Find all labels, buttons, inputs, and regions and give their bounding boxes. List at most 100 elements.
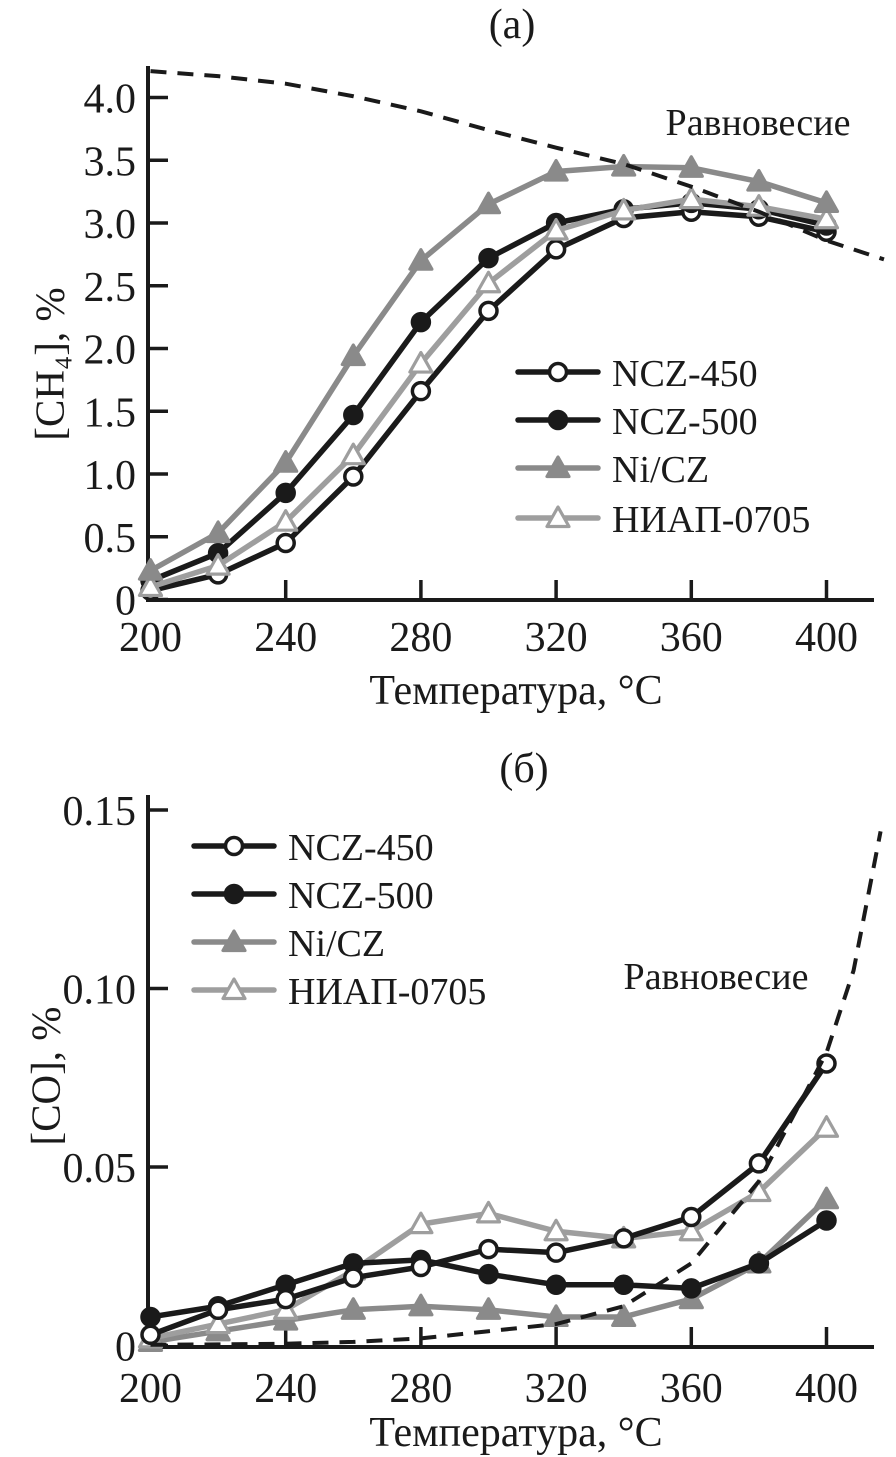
series-ncz-450-marker-b bbox=[207, 1299, 229, 1321]
series-ncz-500-marker-a bbox=[410, 311, 432, 333]
legend-marker-ncz-450-a bbox=[547, 361, 569, 383]
legend-item-ncz-450-a: NCZ-450 bbox=[515, 353, 758, 395]
series-niap-0705-a bbox=[137, 186, 840, 598]
series-ni-cz-marker-b bbox=[475, 1297, 502, 1320]
legend-label-ni-cz-a: Ni/CZ bbox=[612, 449, 709, 491]
legend-marker-ni-cz-a bbox=[545, 455, 571, 479]
series-ncz-500-marker-a bbox=[343, 404, 364, 426]
series-ncz-450-marker-b bbox=[410, 1256, 432, 1278]
legend-marker-ncz-500-a bbox=[547, 409, 569, 431]
series-niap-0705-marker-a bbox=[340, 442, 366, 466]
series-ncz-500-marker-b bbox=[545, 1274, 567, 1296]
legend-b: NCZ-450 NCZ-500 Ni/CZ НИАП-0705 bbox=[191, 827, 486, 1013]
series-ncz-500-marker-b bbox=[681, 1278, 702, 1299]
y-tick-label-a: 0.5 bbox=[84, 516, 137, 562]
panel-b-title: (б) bbox=[499, 746, 549, 792]
series-ni-cz-marker-a bbox=[746, 168, 772, 192]
series-ncz-500-marker-b bbox=[613, 1274, 634, 1296]
legend-a: NCZ-450 NCZ-500 Ni/CZ НИАП-0705 bbox=[515, 353, 810, 541]
series-ni-cz-marker-a bbox=[408, 248, 434, 271]
panel-a: 0 0.5 1.0 1.5 2.0 2.5 3.0 3.5 4.0 200 240 280 320 360… bbox=[84, 66, 885, 662]
series-niap-0705-marker-a bbox=[611, 197, 637, 221]
series-ni-cz-marker-a bbox=[137, 558, 164, 581]
series-ni-cz-marker-b bbox=[340, 1297, 366, 1320]
y-tick-label-a: 1.5 bbox=[84, 390, 137, 436]
series-ncz-500-marker-b bbox=[816, 1210, 837, 1231]
legend-item-ni-cz-b: Ni/CZ bbox=[191, 923, 385, 965]
ticks-b: 0 0.05 0.10 0.15 200 240 280 320 360 400 bbox=[63, 789, 859, 1412]
series-ncz-450-marker-b bbox=[681, 1206, 702, 1228]
series-niap-0705-marker-a bbox=[137, 574, 164, 598]
x-tick-label-a: 320 bbox=[525, 615, 588, 661]
series-ni-cz-marker-a bbox=[205, 520, 231, 544]
series-ni-cz-marker-a bbox=[813, 190, 840, 214]
x-tick-label-b: 400 bbox=[795, 1366, 858, 1412]
legend-label-ncz-500-a: NCZ-500 bbox=[612, 401, 758, 443]
panel-a-x-axis-label: Температура, °C bbox=[369, 668, 663, 714]
legend-item-ncz-450-b: NCZ-450 bbox=[191, 827, 434, 869]
x-tick-label-b: 360 bbox=[660, 1366, 723, 1412]
series-niap-0705-marker-b bbox=[475, 1200, 502, 1224]
equilibrium-curve-b bbox=[150, 831, 883, 1347]
series-ncz-450-marker-a bbox=[275, 532, 296, 554]
series-ncz-500-marker-a bbox=[478, 247, 499, 269]
y-tick-label-a: 2.0 bbox=[84, 328, 137, 374]
series-ncz-450-marker-a bbox=[343, 466, 364, 487]
y-tick-label-a: 3.5 bbox=[84, 139, 137, 185]
x-tick-label-a: 240 bbox=[254, 615, 317, 661]
series-ncz-500-marker-b bbox=[140, 1306, 161, 1328]
panel-a-y-axis-label: [CH₄], % bbox=[26, 287, 73, 441]
series-niap-0705-marker-b bbox=[408, 1211, 434, 1235]
x-tick-label-a: 200 bbox=[119, 615, 182, 661]
series-ncz-500-marker-a bbox=[275, 482, 296, 504]
x-tick-label-b: 200 bbox=[119, 1366, 182, 1412]
series-ni-cz-marker-b bbox=[813, 1186, 840, 1210]
series-niap-0705-marker-a bbox=[678, 186, 704, 210]
legend-marker-niap-0705-b bbox=[221, 977, 247, 1001]
series-ncz-500-marker-b bbox=[748, 1253, 770, 1274]
series-ni-cz-marker-a bbox=[543, 158, 569, 182]
series-ni-cz-marker-b bbox=[408, 1293, 434, 1317]
x-tick-label-a: 400 bbox=[795, 615, 858, 661]
legend-item-niap-0705-a: НИАП-0705 bbox=[515, 499, 810, 541]
legend-label-ncz-450-b: NCZ-450 bbox=[288, 827, 434, 869]
y-tick-label-b: 0.05 bbox=[63, 1146, 137, 1192]
series-ncz-450-marker-b bbox=[275, 1288, 296, 1310]
panel-b-y-axis-label: [CO], % bbox=[22, 1006, 69, 1146]
x-tick-label-b: 320 bbox=[525, 1366, 588, 1412]
x-tick-label-b: 240 bbox=[254, 1366, 317, 1412]
series-ncz-450-marker-a bbox=[410, 380, 432, 402]
series-niap-0705-marker-a bbox=[408, 350, 434, 374]
y-tick-label-b: 0.15 bbox=[63, 789, 137, 835]
axes-a bbox=[146, 66, 874, 602]
legend-marker-ncz-500-b bbox=[223, 883, 245, 905]
legend-item-ncz-500-b: NCZ-500 bbox=[191, 875, 434, 917]
legend-label-niap-0705-a: НИАП-0705 bbox=[612, 499, 810, 541]
y-tick-label-a: 2.5 bbox=[84, 265, 137, 311]
series-niap-0705-marker-b bbox=[543, 1218, 569, 1242]
series-ncz-450-marker-b bbox=[545, 1242, 567, 1263]
series-niap-0705-marker-b bbox=[205, 1311, 231, 1335]
series-niap-0705-marker-a bbox=[813, 206, 840, 230]
series-ni-cz-marker-a bbox=[475, 191, 502, 215]
series-ncz-450-marker-b bbox=[478, 1238, 499, 1260]
series-ncz-500-marker-b bbox=[478, 1263, 499, 1285]
series-niap-0705-marker-b bbox=[678, 1218, 704, 1242]
series-ni-cz-a bbox=[137, 153, 840, 581]
legend-item-ncz-500-a: NCZ-500 bbox=[515, 401, 758, 443]
ticks-a: 0 0.5 1.0 1.5 2.0 2.5 3.0 3.5 4.0 200 240 280 320 360… bbox=[84, 77, 859, 662]
series-niap-0705-marker-a bbox=[205, 553, 231, 576]
legend-label-niap-0705-b: НИАП-0705 bbox=[288, 971, 486, 1013]
y-tick-label-b: 0.10 bbox=[63, 968, 137, 1014]
panel-a-equilibrium-annotation: Равновесие bbox=[665, 102, 851, 144]
x-tick-label-a: 280 bbox=[389, 615, 452, 661]
axes-b bbox=[146, 795, 874, 1349]
panel-b-x-axis-label: Температура, °C bbox=[369, 1410, 663, 1456]
y-tick-label-a: 0 bbox=[115, 579, 136, 625]
series-niap-0705-marker-a bbox=[475, 270, 502, 294]
series-niap-0705-marker-a bbox=[273, 509, 299, 532]
equilibrium-curve-a bbox=[150, 69, 885, 262]
